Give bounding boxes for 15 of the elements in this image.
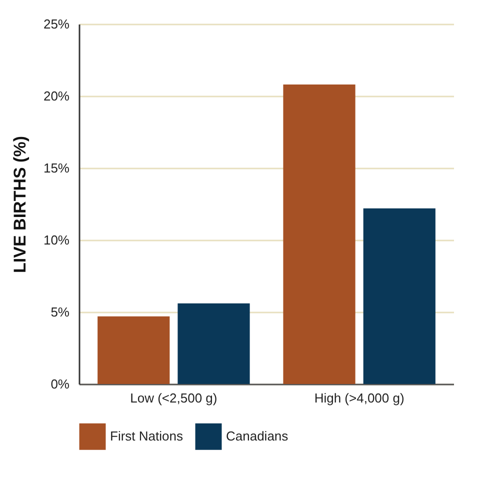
y-tick-label: 25% xyxy=(43,16,70,32)
bar xyxy=(363,208,436,384)
x-tick-label: High (>4,000 g) xyxy=(314,390,404,406)
x-tick-label: Low (<2,500 g) xyxy=(130,390,218,406)
bar xyxy=(178,303,250,384)
bar xyxy=(98,316,170,384)
y-axis-title: LIVE BIRTHS (%) xyxy=(10,136,30,273)
y-tick-label: 5% xyxy=(50,304,70,320)
y-tick-label: 20% xyxy=(43,88,70,104)
y-tick-label: 0% xyxy=(50,376,70,392)
y-tick-label: 15% xyxy=(43,160,70,176)
legend-label: First Nations xyxy=(110,428,184,444)
legend-label: Canadians xyxy=(226,428,289,444)
bar xyxy=(283,84,356,384)
y-tick-label: 10% xyxy=(43,232,70,248)
